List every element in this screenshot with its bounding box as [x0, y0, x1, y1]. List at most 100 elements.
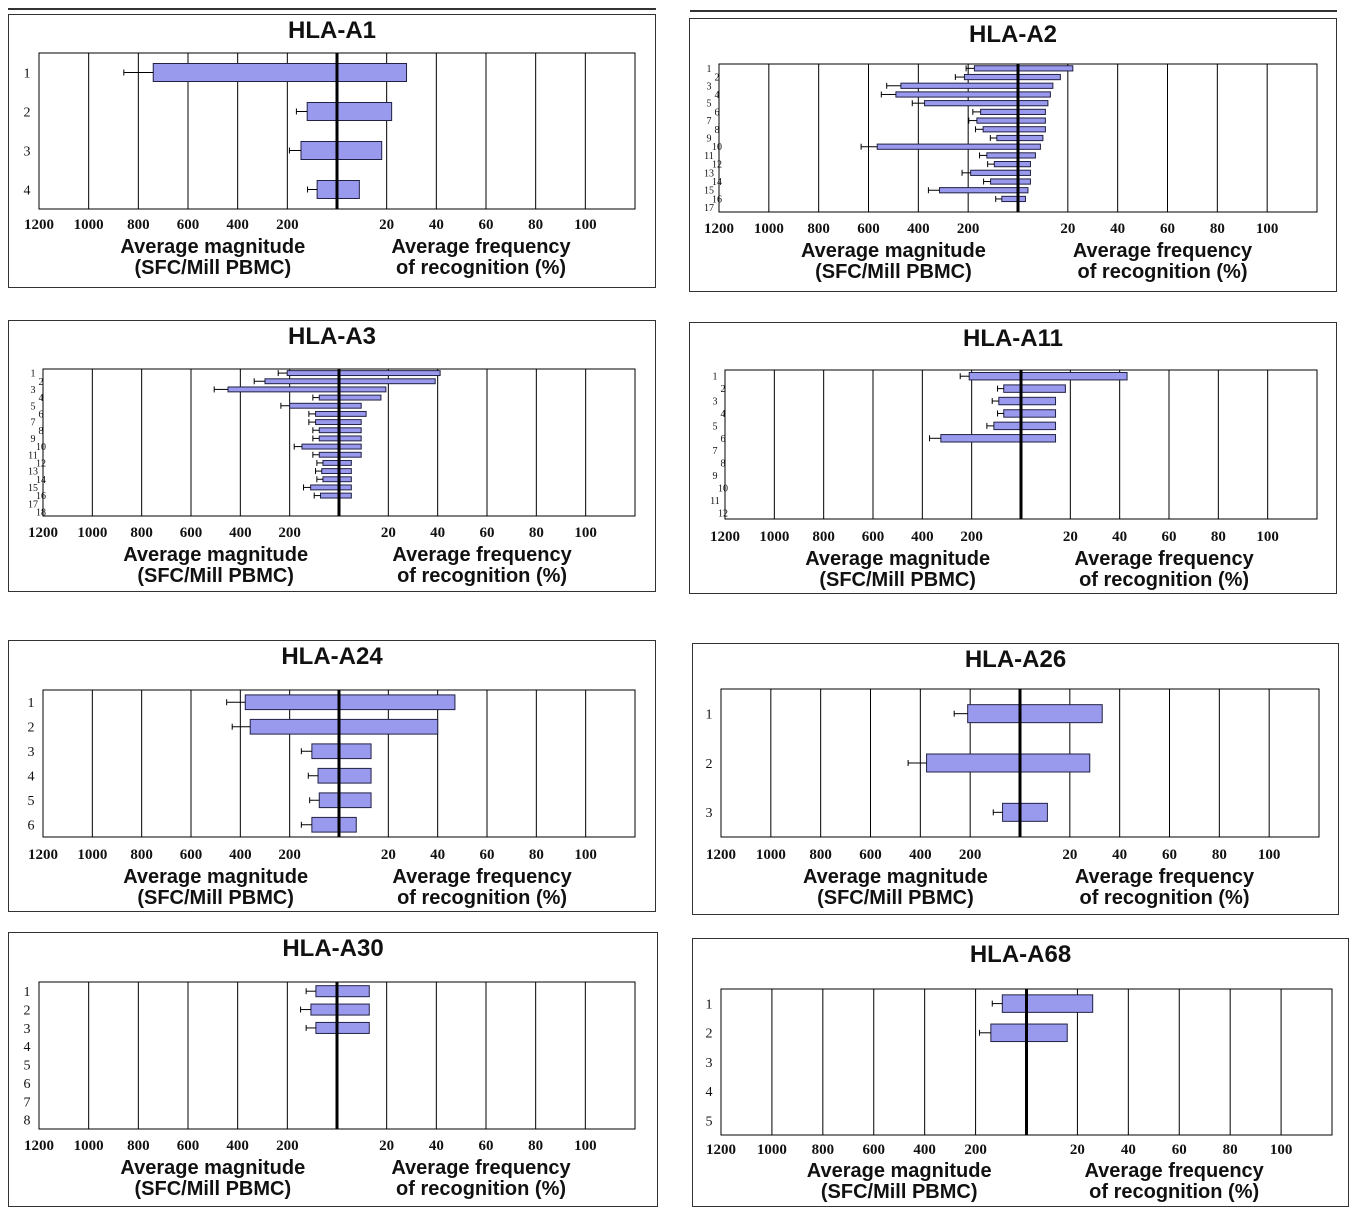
magnitude-label-line1: Average magnitude: [800, 240, 986, 262]
magnitude-bar: [990, 1023, 1028, 1043]
frequency-tick-label: 20: [381, 525, 396, 541]
frequency-bar: [338, 443, 362, 450]
magnitude-bar: [264, 378, 340, 385]
magnitude-axis-label: Average magnitude (SFC/Mill PBMC): [779, 241, 1008, 283]
category-label: 13: [28, 467, 38, 478]
magnitude-tick-label: 400: [913, 1142, 936, 1158]
category-label: 7: [31, 418, 36, 429]
category-label: 6: [721, 434, 726, 445]
frequency-bar: [1017, 100, 1049, 107]
magnitude-bar: [924, 100, 1019, 107]
frequency-tick-label: 100: [574, 217, 597, 233]
chart-plot: 1 2 3 4 5 1200 1000 800 600 400 200 20 40 60 80 100: [706, 988, 1333, 1158]
category-label: 2: [721, 384, 726, 395]
magnitude-tick-label: 600: [863, 1142, 886, 1158]
category-label: 13: [704, 168, 714, 179]
magnitude-tick-label: 1000: [77, 847, 107, 863]
category-label: 2: [706, 1027, 713, 1042]
category-label: 1: [24, 985, 31, 1000]
magnitude-bar: [998, 396, 1022, 406]
frequency-label-line2: of recognition (%): [1089, 1181, 1260, 1203]
chart-plot: 1 2 3 4 5 6 7 8 1200 1000 800 600 400 200 20 40 60 80 100: [24, 981, 636, 1154]
frequency-tick-label: 60: [480, 525, 495, 541]
magnitude-label-line1: Average magnitude: [805, 548, 991, 570]
frequency-bar: [338, 743, 372, 760]
magnitude-tick-label: 1200: [24, 1138, 54, 1154]
category-label: 4: [28, 770, 35, 785]
magnitude-tick-label: 1200: [24, 217, 54, 233]
magnitude-bar: [315, 410, 340, 417]
magnitude-bar: [895, 91, 1019, 98]
frequency-tick-label: 20: [1070, 1142, 1085, 1158]
category-label: 2: [715, 73, 720, 84]
magnitude-bar: [286, 370, 340, 377]
magnitude-bar: [289, 402, 340, 409]
category-label: 16: [36, 491, 46, 502]
category-label: 2: [24, 1003, 31, 1018]
category-label: 8: [715, 125, 720, 136]
frequency-bar: [336, 63, 408, 82]
chart-panel: HLA-A24 1 2 3 4 5 6 1200 1000 800 600 400 200 20 40 60 8…: [8, 640, 656, 912]
magnitude-label-line2: (SFC/Mill PBMC): [820, 1181, 978, 1203]
category-label: 10: [712, 142, 722, 153]
category-label: 1: [707, 64, 712, 75]
frequency-label-line2: of recognition (%): [396, 1178, 567, 1200]
frequency-bar: [1017, 178, 1031, 185]
category-label: 7: [24, 1095, 31, 1110]
frequency-bar: [338, 402, 362, 409]
magnitude-tick-label: 400: [909, 847, 932, 863]
frequency-bar: [336, 102, 393, 121]
category-label: 12: [712, 160, 722, 171]
magnitude-bar: [926, 753, 1021, 773]
chart-title: HLA-A2: [969, 21, 1057, 48]
category-label: 2: [28, 721, 35, 736]
magnitude-axis-label: Average magnitude (SFC/Mill PBMC): [99, 1158, 327, 1200]
frequency-label-line1: Average frequency: [1074, 548, 1254, 570]
magnitude-bar: [300, 141, 338, 160]
magnitude-tick-label: 400: [226, 217, 249, 233]
magnitude-bar: [244, 694, 340, 711]
magnitude-tick-label: 1000: [74, 217, 104, 233]
frequency-tick-label: 80: [528, 1138, 543, 1154]
magnitude-tick-label: 600: [180, 525, 203, 541]
frequency-axis-label: Average frequency of recognition (%): [352, 237, 610, 279]
frequency-tick-label: 80: [529, 525, 544, 541]
magnitude-bar: [968, 371, 1022, 381]
top-rule-left: [8, 8, 656, 10]
frequency-tick-label: 80: [1223, 1142, 1238, 1158]
frequency-tick-label: 40: [429, 1138, 444, 1154]
frequency-tick-label: 100: [574, 525, 597, 541]
category-label: 6: [715, 107, 720, 118]
category-label: 11: [704, 151, 714, 162]
magnitude-tick-label: 200: [957, 221, 980, 237]
category-label: 16: [712, 194, 722, 205]
magnitude-tick-label: 1200: [28, 525, 58, 541]
magnitude-tick-label: 600: [180, 847, 203, 863]
magnitude-tick-label: 600: [859, 847, 882, 863]
category-label: 11: [28, 450, 38, 461]
frequency-label-line1: Average frequency: [1074, 866, 1255, 888]
category-label: 2: [706, 757, 713, 772]
frequency-bar: [1026, 1023, 1068, 1043]
category-label: 2: [24, 105, 31, 120]
magnitude-tick-label: 800: [809, 847, 832, 863]
magnitude-bar: [970, 169, 1019, 176]
frequency-bar: [1017, 65, 1074, 72]
category-label: 4: [39, 393, 44, 404]
frequency-bar: [1017, 143, 1041, 150]
magnitude-tick-label: 800: [130, 847, 153, 863]
magnitude-bar: [311, 816, 340, 833]
magnitude-tick-label: 800: [812, 1142, 835, 1158]
magnitude-bar: [1001, 994, 1027, 1013]
magnitude-bar: [322, 459, 340, 466]
magnitude-bar: [976, 117, 1019, 124]
chart-panel: HLA-A30 1 2 3 4 5 6 7 8 1200 1000 800 600 400 200 20 40 6…: [8, 932, 658, 1207]
frequency-axis-label: Average frequency of recognition (%): [1033, 241, 1292, 283]
category-label: 1: [28, 696, 35, 711]
frequency-tick-label: 60: [480, 847, 495, 863]
magnitude-tick-label: 200: [278, 847, 301, 863]
frequency-axis-label: Average frequency of recognition (%): [1036, 549, 1293, 591]
